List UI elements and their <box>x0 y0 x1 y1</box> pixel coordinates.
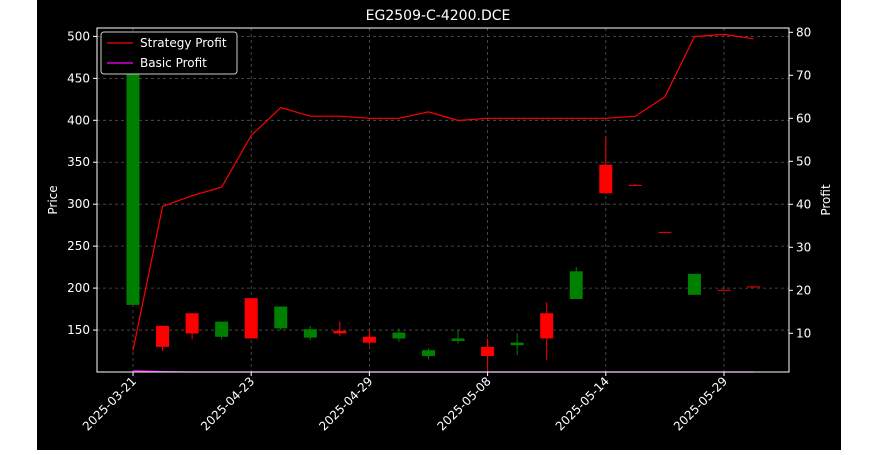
candle-body <box>658 231 672 233</box>
y-left-tick-label: 300 <box>67 197 90 211</box>
candle-body <box>392 332 406 339</box>
candle-body <box>451 338 465 341</box>
candle-body <box>156 325 170 347</box>
y-left-tick-label: 250 <box>67 239 90 253</box>
candle-body <box>303 329 317 338</box>
candle-body <box>244 298 258 339</box>
y-left-tick-label: 350 <box>67 155 90 169</box>
legend-box <box>100 31 238 75</box>
y-right-tick-label: 80 <box>796 25 811 39</box>
y-left-tick-label: 450 <box>67 71 90 85</box>
y-left-tick-label: 200 <box>67 281 90 295</box>
y-right-tick-label: 30 <box>796 240 811 254</box>
candle-body <box>687 273 701 295</box>
candle-body <box>333 330 347 334</box>
y-right-tick-label: 70 <box>796 68 811 82</box>
y-axis-left-label: Price <box>46 185 60 214</box>
candle-body <box>481 346 495 357</box>
strategy-profit-line <box>132 33 754 351</box>
figure-background <box>37 0 841 450</box>
chart-title: EG2509-C-4200.DCE <box>366 8 511 24</box>
y-left-tick-label: 500 <box>67 29 90 43</box>
candle-body <box>126 32 140 305</box>
candle-body <box>185 313 199 334</box>
y-right-tick-label: 10 <box>796 326 811 340</box>
y-left-tick-label: 150 <box>67 323 90 337</box>
candles <box>126 32 761 372</box>
candle-body <box>717 289 731 291</box>
candle-body <box>747 286 761 288</box>
candle-body <box>569 271 583 300</box>
legend-label-basic: Basic Profit <box>140 56 207 70</box>
candle-body <box>510 342 524 346</box>
y-left-tick-label: 400 <box>67 113 90 127</box>
grid-lines <box>97 28 789 372</box>
legend-label-strategy: Strategy Profit <box>140 36 227 50</box>
candle-body <box>362 336 376 343</box>
legend: Strategy Profit Basic Profit <box>100 31 238 75</box>
candle-body <box>422 350 435 357</box>
y-right-tick-label: 60 <box>796 111 811 125</box>
plot-frame <box>96 27 790 373</box>
y-right-tick-label: 20 <box>796 283 811 297</box>
y-right-tick-label: 40 <box>796 197 811 211</box>
candle-body <box>599 164 613 194</box>
candle-body <box>540 313 554 339</box>
candle-body <box>215 321 229 337</box>
candle-body <box>274 306 288 329</box>
candle-body <box>628 184 642 186</box>
y-axis-right-label: Profit <box>819 184 833 216</box>
y-right-tick-label: 50 <box>796 154 811 168</box>
